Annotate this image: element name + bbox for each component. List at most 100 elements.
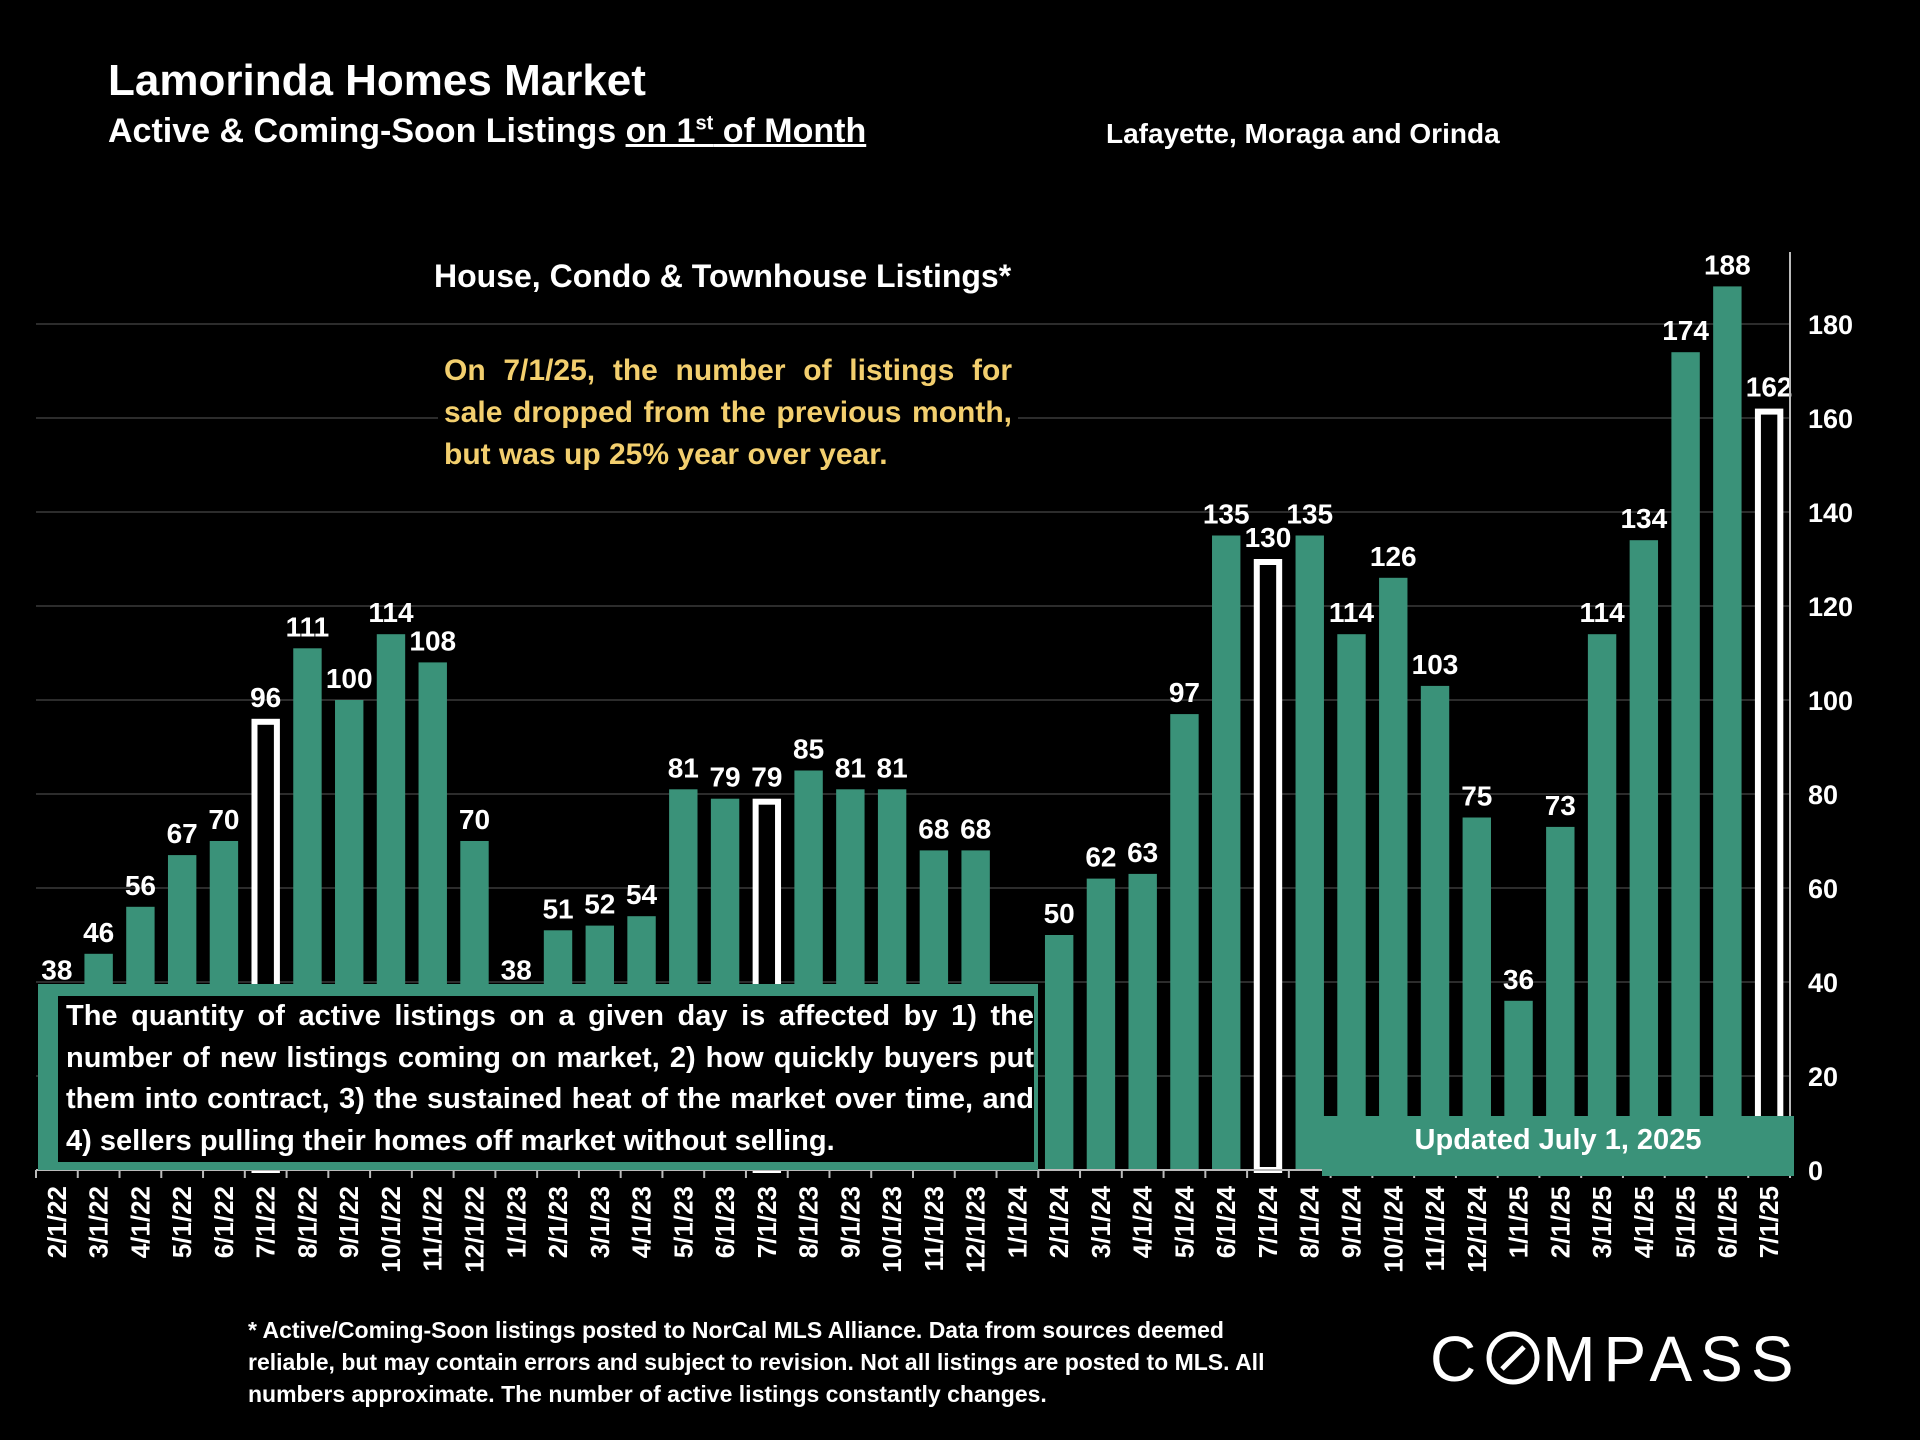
value-label: 56 — [125, 870, 156, 901]
value-label: 54 — [626, 879, 658, 910]
y-tick-label: 80 — [1808, 780, 1838, 810]
bar-highlighted — [1253, 559, 1283, 1173]
y-tick-label: 160 — [1808, 404, 1853, 434]
y-tick-label: 60 — [1808, 874, 1838, 904]
x-tick-label: 11/1/24 — [1420, 1185, 1450, 1271]
bar — [1086, 878, 1116, 1170]
value-label: 100 — [326, 663, 373, 694]
x-tick-label: 3/1/22 — [84, 1186, 114, 1258]
x-tick-label: 6/1/24 — [1211, 1185, 1241, 1258]
x-tick-label: 12/1/23 — [961, 1186, 991, 1273]
x-tick-label: 7/1/25 — [1754, 1186, 1784, 1258]
x-tick-label: 5/1/25 — [1671, 1186, 1701, 1258]
x-tick-label: 3/1/23 — [585, 1186, 615, 1258]
x-tick-label: 2/1/25 — [1545, 1186, 1575, 1258]
x-tick-label: 2/1/23 — [543, 1186, 573, 1258]
value-label: 68 — [918, 813, 949, 844]
region-label: Lafayette, Moraga and Orinda — [1106, 118, 1500, 149]
subtitle-sup: st — [695, 112, 714, 135]
compass-o-icon — [1486, 1331, 1540, 1385]
value-label: 126 — [1370, 541, 1417, 572]
x-tick-label: 4/1/22 — [125, 1186, 155, 1258]
y-tick-label: 120 — [1808, 592, 1853, 622]
subtitle-underlined: on 1st of Month — [626, 112, 867, 150]
x-tick-label: 1/1/24 — [1002, 1185, 1032, 1258]
x-tick-label: 4/1/25 — [1629, 1186, 1659, 1258]
bar — [1212, 535, 1241, 1170]
value-label: 70 — [459, 804, 490, 835]
x-tick-label: 2/1/24 — [1044, 1185, 1074, 1258]
updated-badge — [1322, 1116, 1794, 1176]
info-box-text: The quantity of active listings on a giv… — [58, 996, 1034, 1162]
x-tick-label: 11/1/23 — [919, 1186, 949, 1271]
footnote: * Active/Coming-Soon listings posted to … — [248, 1317, 1265, 1407]
value-label: 114 — [1579, 597, 1625, 628]
value-label: 62 — [1085, 842, 1116, 873]
value-label: 130 — [1245, 522, 1292, 553]
x-tick-label: 9/1/22 — [334, 1186, 364, 1258]
value-label: 38 — [501, 954, 532, 985]
chart-note: On 7/1/25, the number of listings for sa… — [438, 350, 1018, 476]
value-label: 162 — [1746, 372, 1793, 403]
value-label: 135 — [1203, 499, 1250, 530]
value-label: 36 — [1503, 964, 1534, 995]
logo-letters-left: C — [1430, 1323, 1485, 1395]
x-tick-label: 2/1/22 — [42, 1186, 72, 1258]
compass-logo: C MPASS — [1430, 1322, 1802, 1396]
value-label: 134 — [1620, 503, 1667, 534]
y-tick-label: 40 — [1808, 968, 1838, 998]
subtitle-prefix: Active & Coming-Soon Listings — [108, 112, 626, 150]
bar — [1462, 817, 1491, 1170]
bar — [1546, 826, 1575, 1170]
x-tick-label: 9/1/24 — [1337, 1185, 1367, 1258]
x-tick-label: 1/1/23 — [501, 1186, 531, 1258]
value-label: 52 — [584, 889, 615, 920]
x-tick-label: 12/1/22 — [460, 1186, 490, 1273]
value-label: 174 — [1662, 315, 1709, 346]
x-tick-label: 3/1/24 — [1086, 1185, 1116, 1258]
x-tick-label: 10/1/22 — [376, 1186, 406, 1273]
value-label: 135 — [1286, 499, 1333, 530]
value-label: 114 — [1329, 597, 1375, 628]
bar-highlighted — [1754, 408, 1784, 1174]
x-tick-label: 5/1/23 — [668, 1186, 698, 1258]
x-tick-label: 5/1/22 — [167, 1186, 197, 1258]
subtitle-underline-text: on 1 — [625, 112, 696, 150]
x-tick-label: 5/1/24 — [1169, 1185, 1199, 1258]
bar — [1629, 540, 1659, 1170]
y-tick-labels: 0 20 40 60 80 100 120 140 160 180 — [1808, 310, 1853, 1186]
value-label: 70 — [208, 804, 239, 835]
x-tick-label: 7/1/22 — [251, 1186, 281, 1258]
value-label: 79 — [709, 762, 740, 793]
logo-letters-right: MPASS — [1542, 1323, 1802, 1395]
x-tick-label: 8/1/24 — [1295, 1185, 1325, 1258]
value-label: 81 — [835, 752, 866, 783]
x-tick-label: 7/1/23 — [752, 1186, 782, 1258]
x-tick-label: 6/1/22 — [209, 1186, 239, 1258]
value-label: 50 — [1044, 898, 1075, 929]
x-tick-labels: 2/1/22 3/1/22 4/1/22 5/1/22 6/1/22 7/1/22 8/1/… — [42, 1185, 1784, 1272]
value-label: 38 — [41, 954, 72, 985]
x-tick-label: 7/1/24 — [1253, 1185, 1283, 1258]
y-tick-label: 0 — [1808, 1156, 1823, 1186]
x-tick-label: 9/1/23 — [835, 1186, 865, 1258]
value-label: 81 — [668, 752, 699, 783]
value-label: 97 — [1169, 677, 1200, 708]
x-tick-label: 3/1/25 — [1587, 1186, 1617, 1258]
value-label: 103 — [1412, 649, 1459, 680]
value-label: 188 — [1704, 249, 1751, 280]
x-tick-label: 6/1/23 — [710, 1186, 740, 1258]
x-tick-label: 1/1/25 — [1504, 1186, 1534, 1258]
value-label: 63 — [1127, 837, 1158, 868]
value-label: 96 — [250, 682, 281, 713]
bar — [1671, 352, 1700, 1170]
updated-text: Updated July 1, 2025 — [1414, 1124, 1702, 1156]
bar — [1587, 634, 1617, 1170]
value-label: 67 — [167, 818, 198, 849]
value-label: 75 — [1461, 781, 1492, 812]
bar — [1713, 286, 1742, 1170]
x-tick-label: 4/1/24 — [1128, 1185, 1158, 1258]
bar — [1128, 873, 1157, 1170]
value-label: 85 — [793, 734, 824, 765]
